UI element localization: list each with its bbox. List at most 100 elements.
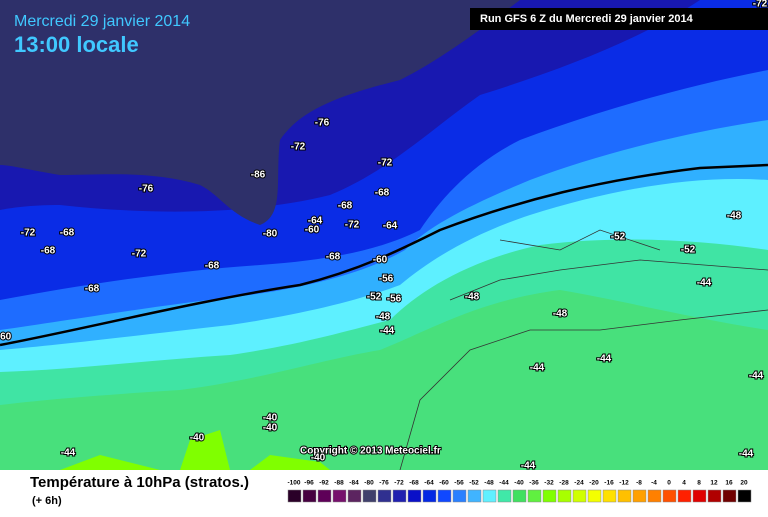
scale-label: -56 [454,480,464,487]
footer-title: Température à 10hPa (stratos.) [30,474,249,491]
scale-swatch [572,489,587,503]
scale-label: -84 [349,480,359,487]
contour-label: -72 [378,158,393,169]
color-scale: -100 -96 -92 -88 -84 -80 -76 -72 -68 -64 -60 -56 -52… [287,480,752,503]
contour-label: -52 [681,245,696,256]
contour-label: -86 [251,170,266,181]
scale-swatch [377,489,392,503]
scale-swatch [362,489,377,503]
scale-swatch [287,489,302,503]
scale-swatch [647,489,662,503]
contour-label: -44 [521,461,536,472]
copyright: Copyright © 2013 Meteociel.fr [300,446,441,457]
scale-label: -16 [604,480,614,487]
scale-swatch [632,489,647,503]
scale-swatch [722,489,737,503]
contour-label: -48 [465,292,480,303]
contour-label: -72 [291,142,306,153]
scale-swatch [617,489,632,503]
contour-label: -48 [553,309,568,320]
scale-swatch [437,489,452,503]
scale-label: -68 [409,480,419,487]
contour-label: -68 [326,252,341,263]
scale-label: 20 [740,480,748,487]
scale-swatch [497,489,512,503]
date: Mercredi 29 janvier 2014 [14,13,190,30]
scale-label: -96 [304,480,314,487]
scale-swatch [302,489,317,503]
contour-label: -40 [263,413,278,424]
scale-swatch [422,489,437,503]
contour-label: -60 [305,225,320,236]
scale-swatch [737,489,752,503]
scale-swatch [527,489,542,503]
contour-label: -72 [753,0,768,10]
contour-label: -44 [380,326,395,337]
scale-label: 12 [710,480,718,487]
contour-label: -56 [387,294,402,305]
scale-swatch [707,489,722,503]
scale-label: 0 [667,480,671,487]
scale-label: -60 [439,480,449,487]
scale-label: 4 [682,480,686,487]
contour-label: -52 [611,232,626,243]
contour-label: -80 [263,229,278,240]
scale-label: -92 [319,480,329,487]
scale-label: -52 [469,480,479,487]
contour-label: -40 [263,423,278,434]
contour-label: -48 [376,312,391,323]
contour-label: -68 [60,228,75,239]
scale-swatch [317,489,332,503]
scale-label: -20 [589,480,599,487]
scale-label: -32 [544,480,554,487]
scale-label: -28 [559,480,569,487]
scale-label: -4 [651,480,657,487]
scale-swatch [542,489,557,503]
scale-label: -100 [287,480,300,487]
contour-label: -60 [0,332,12,343]
scale-label: 16 [725,480,733,487]
scale-swatch [677,489,692,503]
scale-label: -24 [574,480,584,487]
contour-label: -76 [315,118,330,129]
scale-swatch [602,489,617,503]
contour-label: -52 [367,292,382,303]
contour-label: -44 [530,363,545,374]
contour-label: -68 [375,188,390,199]
scale-swatch [347,489,362,503]
footer-step: (+ 6h) [32,495,62,507]
scale-swatch [392,489,407,503]
contour-label: -72 [132,249,147,260]
scale-label: -76 [379,480,389,487]
contour-labels: -72-76-72-86-72-76 -68-68-64 -72 -64-60-80-… [0,0,768,473]
contour-label: -64 [383,221,398,232]
contour-label: -60 [373,255,388,266]
scale-label: 8 [697,480,701,487]
contour-label: -68 [41,246,56,257]
contour-label: -48 [727,211,742,222]
contour-label: -76 [139,184,154,195]
contour-label: -40 [190,433,205,444]
contour-label: -68 [85,284,100,295]
scale-swatch [692,489,707,503]
contour-label: -68 [338,201,353,212]
scale-label: -36 [529,480,539,487]
contour-label: -44 [749,371,764,382]
scale-swatch [482,489,497,503]
scale-label: -80 [364,480,374,487]
scale-swatch [467,489,482,503]
contour-label: -68 [205,261,220,272]
scale-swatch [662,489,677,503]
scale-label: -12 [619,480,629,487]
run-info: Run GFS 6 Z du Mercredi 29 janvier 2014 [480,13,694,25]
scale-swatch [557,489,572,503]
contour-label: -56 [379,274,394,285]
scale-label: -48 [484,480,494,487]
scale-swatch [512,489,527,503]
scale-swatch [332,489,347,503]
contour-label: -72 [21,228,36,239]
scale-label: -8 [636,480,642,487]
scale-label: -44 [499,480,509,487]
